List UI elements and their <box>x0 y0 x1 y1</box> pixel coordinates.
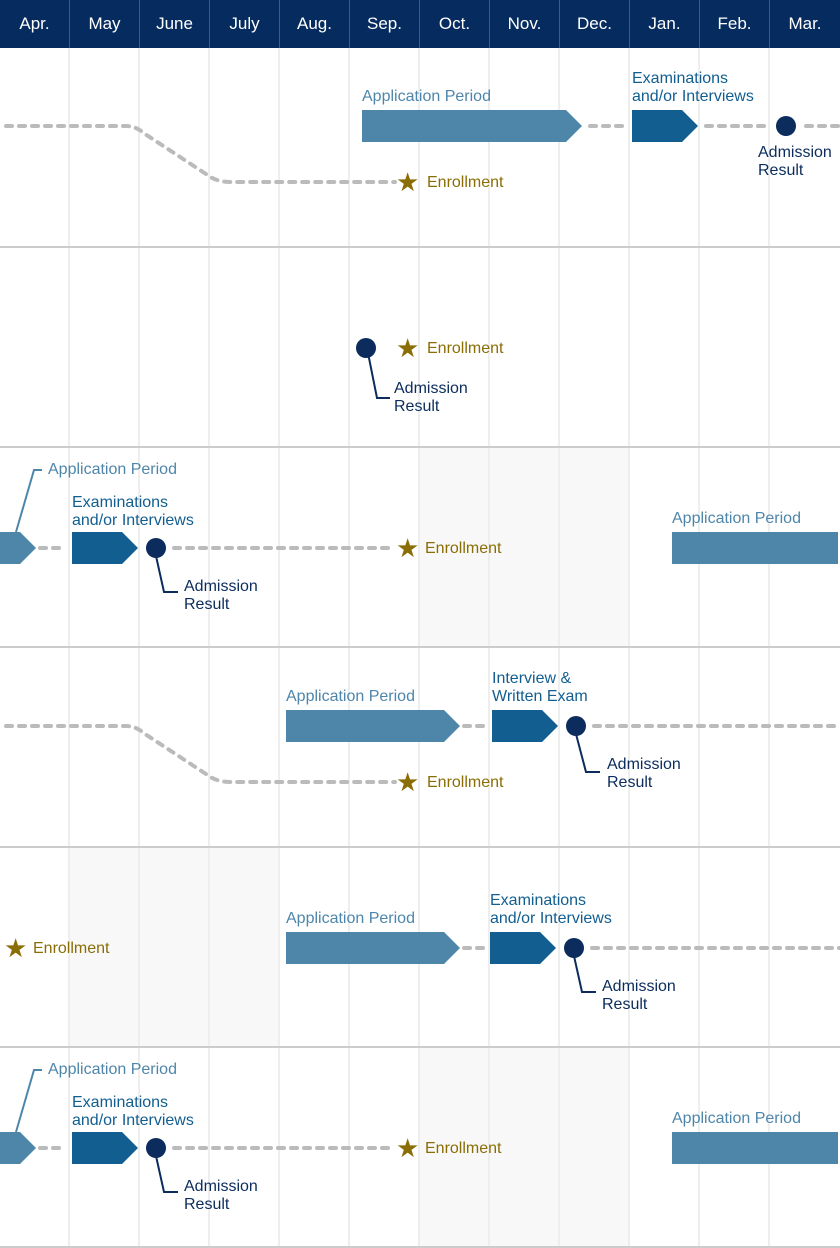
application-period-label: Application Period <box>48 1061 177 1078</box>
admission-result-label: Admission Result <box>184 578 258 613</box>
month-grid <box>0 448 840 646</box>
admission-result-dot-icon <box>776 116 796 136</box>
application-period-label: Application Period <box>286 910 415 927</box>
enrollment-star-icon: ★ <box>396 533 420 563</box>
application-period-label-2: Application Period <box>672 510 801 527</box>
enrollment-label: Enrollment <box>33 940 110 957</box>
timeline-row-6: Application Period Examinations and/or In… <box>0 1048 840 1248</box>
enrollment-star-icon: ★ <box>396 1133 420 1163</box>
timeline-row-3: Application Period Examinations and/or In… <box>0 448 840 648</box>
month-mar: Mar. <box>788 14 822 33</box>
admission-result-label: Admission Result <box>607 756 681 791</box>
exam-label: Examinations and/or Interviews <box>72 1094 194 1129</box>
month-nov: Nov. <box>490 0 560 48</box>
month-june: June <box>140 0 210 48</box>
admission-result-dot-icon <box>566 716 586 736</box>
timeline-row-2: Admission Result ★ Enrollment <box>0 248 840 448</box>
application-period-bar <box>362 110 582 142</box>
month-oct: Oct. <box>420 0 490 48</box>
application-period-bar-2 <box>672 1132 838 1164</box>
month-grid <box>0 648 840 846</box>
application-period-label: Application Period <box>48 461 177 478</box>
application-period-label: Application Period <box>286 688 415 705</box>
admission-result-label: Admission Result <box>758 144 832 179</box>
month-grid <box>0 848 840 1046</box>
exam-label: Examinations and/or Interviews <box>632 70 754 105</box>
month-jan: Jan. <box>630 0 700 48</box>
month-grid <box>0 1048 840 1246</box>
dotted-path <box>462 946 840 993</box>
admission-result-dot-icon <box>146 1138 166 1158</box>
admission-result-label: Admission Result <box>184 1178 258 1213</box>
admission-result-label: Admission Result <box>602 978 676 1013</box>
application-period-label-2: Application Period <box>672 1110 801 1127</box>
month-sep: Sep. <box>350 0 420 48</box>
enrollment-label: Enrollment <box>427 774 504 791</box>
month-header: Apr. May June July Aug. Sep. Oct. Nov. D… <box>0 0 840 48</box>
exam-bar <box>72 1132 138 1164</box>
application-period-bar <box>286 932 460 964</box>
exam-label: Examinations and/or Interviews <box>490 892 612 927</box>
enrollment-label: Enrollment <box>425 1140 502 1157</box>
dotted-path <box>15 1069 397 1193</box>
dotted-path <box>4 124 840 184</box>
application-period-label: Application Period <box>362 88 491 105</box>
enrollment-label: Enrollment <box>425 540 502 557</box>
timeline-row-1: Application Period Examinations and/or In… <box>0 48 840 248</box>
exam-bar <box>632 110 698 142</box>
month-aug: Aug. <box>280 0 350 48</box>
application-period-bar <box>286 710 460 742</box>
month-grid <box>0 248 840 446</box>
exam-bar <box>490 932 556 964</box>
month-may: May <box>70 0 140 48</box>
leader-line <box>366 347 390 399</box>
exam-bar <box>492 710 558 742</box>
exam-bar <box>72 532 138 564</box>
enrollment-star-icon: ★ <box>4 933 28 963</box>
month-july: July <box>210 0 280 48</box>
timeline-row-5: ★ Enrollment Application Period Examinat… <box>0 848 840 1048</box>
enrollment-star-icon: ★ <box>396 167 420 197</box>
enrollment-star-icon: ★ <box>396 767 420 797</box>
admission-result-label: Admission Result <box>394 380 468 415</box>
enrollment-star-icon: ★ <box>396 333 420 363</box>
interview-written-exam-label: Interview & Written Exam <box>492 670 588 705</box>
admission-result-dot-icon <box>146 538 166 558</box>
month-feb: Feb. <box>700 0 770 48</box>
exam-label: Examinations and/or Interviews <box>72 494 194 529</box>
application-period-bar-2 <box>672 532 838 564</box>
admission-result-dot-icon <box>564 938 584 958</box>
timeline-row-4: Application Period Interview & Written Ex… <box>0 648 840 848</box>
dotted-path <box>15 469 397 593</box>
month-apr: Apr. <box>0 0 70 48</box>
month-grid <box>0 48 840 246</box>
month-dec: Dec. <box>560 0 630 48</box>
enrollment-label: Enrollment <box>427 174 504 191</box>
enrollment-label: Enrollment <box>427 340 504 357</box>
admission-result-dot-icon <box>356 338 376 358</box>
dotted-path <box>4 724 840 784</box>
